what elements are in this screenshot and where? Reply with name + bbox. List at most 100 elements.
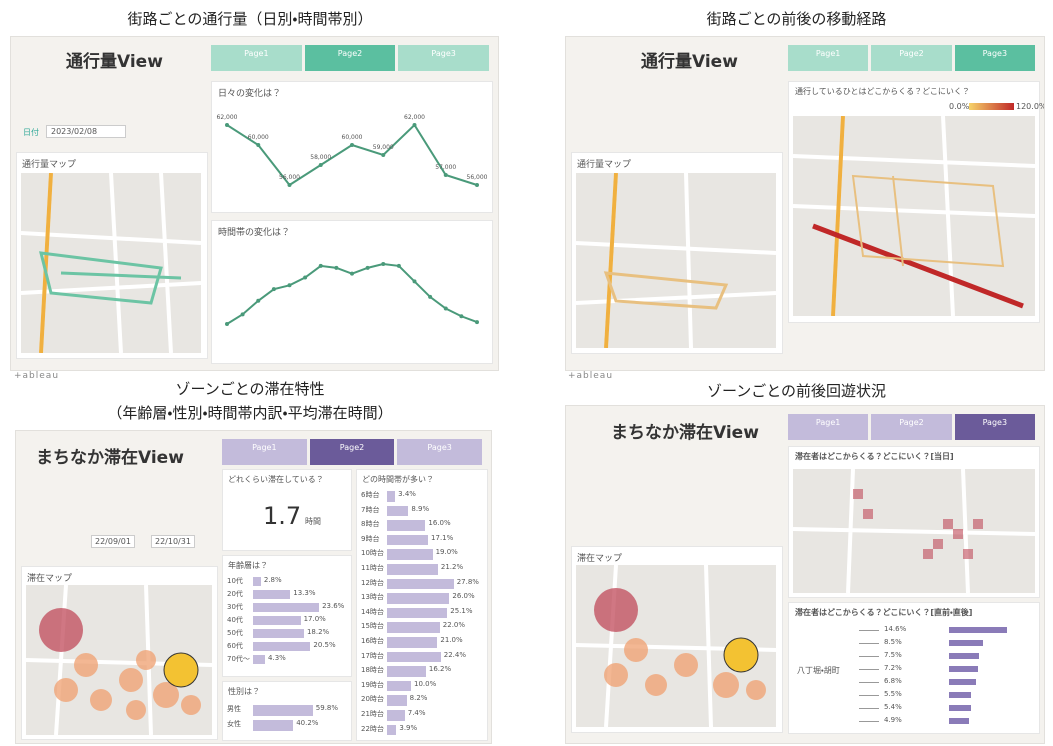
page-tab[interactable]: Page2 xyxy=(305,45,396,71)
bar-label: 男性 xyxy=(227,704,241,714)
point xyxy=(413,279,417,283)
bar-label: 7時台 xyxy=(361,505,379,515)
dashboard-title: 通行量View xyxy=(66,47,163,72)
value-label: 3.4% xyxy=(398,490,416,498)
bar xyxy=(253,705,313,716)
card-title: 日々の変化は？ xyxy=(218,86,281,99)
bar-label: 16時台 xyxy=(361,636,384,646)
value-label: 59,000 xyxy=(373,144,394,151)
bar xyxy=(387,622,440,633)
dashboard: まちなか滞在View 滞在マップ 滞在者はどこからくる？どこにいく？[当日] 滞… xyxy=(565,405,1045,744)
page: 街路ごとの通行量（日別・時間帯別） 街路ごとの前後の移動経路 ゾーンごとの滞在特… xyxy=(0,0,1053,746)
bar-label: 17時台 xyxy=(361,651,384,661)
point xyxy=(256,143,260,147)
page-tab[interactable]: Page1 xyxy=(788,45,868,71)
map-card: 通行量マップ xyxy=(16,152,208,359)
page-tab[interactable]: Page3 xyxy=(398,45,489,71)
page-tab[interactable]: Page3 xyxy=(397,439,482,465)
flow-bar xyxy=(949,679,976,685)
value-label: 60,000 xyxy=(342,134,363,141)
flow-line xyxy=(859,721,879,722)
flow-card: 滞在者はどこからくる？どこにいく？[直前・直後] 八丁堀・胡町 14.6%8.5… xyxy=(788,602,1040,734)
page-tab[interactable]: Page2 xyxy=(871,45,951,71)
value-label: 23.6% xyxy=(322,602,344,610)
value-label: 17.1% xyxy=(431,534,453,542)
point xyxy=(272,287,276,291)
map xyxy=(576,173,776,348)
page-tab[interactable]: Page2 xyxy=(871,414,951,440)
page-tab[interactable]: Page1 xyxy=(211,45,302,71)
bar xyxy=(253,590,290,599)
bar xyxy=(253,642,310,651)
map-streets xyxy=(576,173,776,348)
caption: （年齢層・性別・時間帯内訳・平均滞在時間） xyxy=(0,402,500,423)
bar xyxy=(253,629,304,638)
page-tab[interactable]: Page3 xyxy=(955,45,1035,71)
value-label: 16.2% xyxy=(429,665,451,673)
value-label: 2.8% xyxy=(264,576,282,584)
point xyxy=(475,320,479,324)
value-label: 25.1% xyxy=(450,607,472,615)
date-input[interactable]: 2023/02/08 xyxy=(46,125,126,138)
point xyxy=(381,153,385,157)
filter-label: 日付 xyxy=(23,127,39,138)
bar xyxy=(387,549,433,560)
bar xyxy=(387,491,395,502)
value-label: 7.5% xyxy=(884,651,902,659)
date-to[interactable]: 22/10/31 xyxy=(151,535,195,548)
card-title: 性別は？ xyxy=(228,686,260,697)
map xyxy=(26,585,212,735)
point xyxy=(381,262,385,266)
bar xyxy=(387,725,396,736)
value-label: 56,000 xyxy=(279,174,300,181)
bar-label: 70代～ xyxy=(227,654,250,664)
value-label: 5.5% xyxy=(884,690,902,698)
point xyxy=(288,183,292,187)
bar-label: 22時台 xyxy=(361,724,384,734)
point xyxy=(225,322,229,326)
map-bubbles xyxy=(26,585,212,735)
flow-line xyxy=(859,643,879,644)
bar-label: 40代 xyxy=(227,615,243,625)
flow-bar xyxy=(949,718,969,724)
bar-label: 18時台 xyxy=(361,665,384,675)
map xyxy=(21,173,201,353)
map-title: 滞在マップ xyxy=(577,551,622,564)
page-tab[interactable]: Page3 xyxy=(955,414,1035,440)
bar xyxy=(253,655,265,664)
dashboard: まちなか滞在View 22/09/01 22/10/31 滞在マップ どれくらい… xyxy=(15,430,492,744)
bar-label: 12時台 xyxy=(361,578,384,588)
value-label: 7.2% xyxy=(884,664,902,672)
dashboard-title: まちなか滞在View xyxy=(611,418,759,443)
map-title: 滞在マップ xyxy=(27,571,72,584)
flow-bar xyxy=(949,666,978,672)
dashboard: 通行量View 通行量マップ 通行しているひとはどこからくる？どこにいく？ 0.… xyxy=(565,36,1045,371)
point xyxy=(334,266,338,270)
page-tab[interactable]: Page1 xyxy=(788,414,868,440)
bar-label: 20代 xyxy=(227,589,243,599)
dashboard-title: 通行量View xyxy=(641,47,738,72)
value-label: 22.0% xyxy=(443,621,465,629)
dashboard: 通行量View 日付 2023/02/08 通行量マップ 日々の変化は？ 62,… xyxy=(10,36,499,371)
bar xyxy=(387,535,428,546)
bar xyxy=(387,710,405,721)
point xyxy=(475,183,479,187)
value-label: 40.2% xyxy=(296,719,318,727)
value-label: 20.5% xyxy=(313,641,335,649)
page-tab[interactable]: Page2 xyxy=(310,439,395,465)
point xyxy=(397,264,401,268)
caption: 街路ごとの前後の移動経路 xyxy=(540,8,1053,29)
bar-label: 11時台 xyxy=(361,563,384,573)
value-label: 57,000 xyxy=(435,164,456,171)
bar xyxy=(387,681,411,692)
bar-label: 6時台 xyxy=(361,490,379,500)
page-tab[interactable]: Page1 xyxy=(222,439,307,465)
bar-label: 15時台 xyxy=(361,621,384,631)
bar-label: 19時台 xyxy=(361,680,384,690)
bar xyxy=(387,637,437,648)
hourly-card: 時間帯の変化は？ xyxy=(211,220,493,364)
date-from[interactable]: 22/09/01 xyxy=(91,535,135,548)
